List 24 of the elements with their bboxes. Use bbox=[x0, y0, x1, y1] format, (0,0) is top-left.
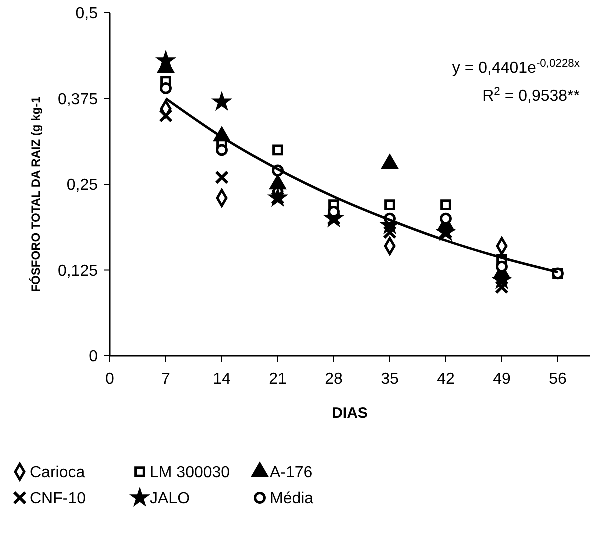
x-tick-label: 42 bbox=[437, 371, 455, 388]
annotation: R$^{2}$ = 0,9538** bbox=[482, 86, 580, 105]
y-tick-label: 0,5 bbox=[76, 6, 98, 23]
x-tick-label: 14 bbox=[213, 371, 231, 388]
x-tick-label: 0 bbox=[106, 371, 115, 388]
legend-label: CNF-10 bbox=[30, 490, 86, 508]
legend-label: A-176 bbox=[270, 464, 313, 482]
annotation: y = 0,4401e$^{-0,0228x}$ bbox=[452, 58, 580, 77]
y-tick-label: 0,375 bbox=[58, 91, 98, 108]
x-tick-label: 7 bbox=[162, 371, 171, 388]
legend-label: Média bbox=[270, 490, 314, 508]
x-tick-label: 56 bbox=[549, 371, 567, 388]
legend-label: LM 300030 bbox=[150, 464, 230, 482]
legend-label: Carioca bbox=[30, 464, 86, 482]
x-tick-label: 28 bbox=[325, 371, 343, 388]
x-tick-label: 49 bbox=[493, 371, 511, 388]
y-tick-label: 0,25 bbox=[66, 177, 98, 194]
y-tick-label: 0 bbox=[89, 348, 98, 366]
y-tick-label: 0,125 bbox=[58, 262, 98, 280]
y-axis-title: FÓSFORO TOTAL DA RAIZ (g kg-1 bbox=[29, 96, 43, 292]
x-tick-label: 35 bbox=[381, 371, 399, 388]
x-tick-label: 21 bbox=[269, 371, 287, 388]
x-axis-title: DIAS bbox=[332, 405, 368, 422]
legend-label: JALO bbox=[150, 490, 190, 508]
